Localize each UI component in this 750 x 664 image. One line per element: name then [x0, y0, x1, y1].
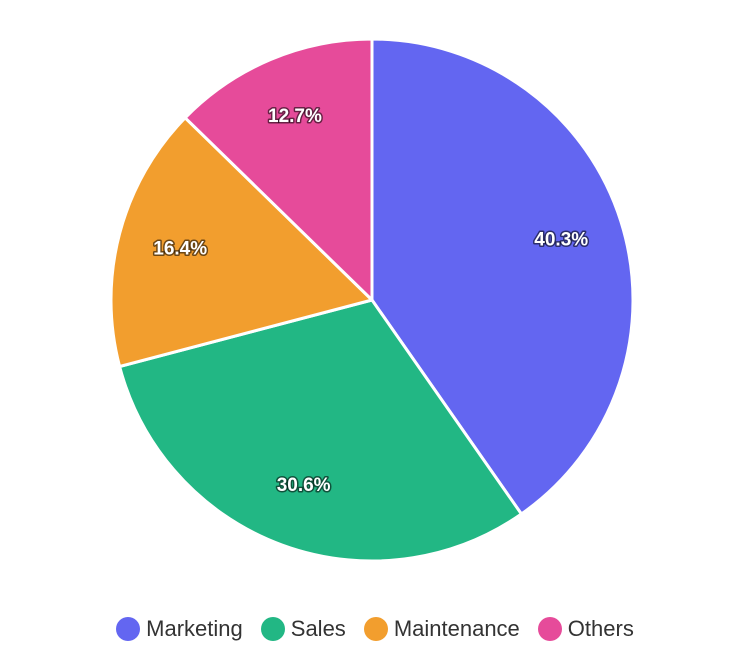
pie-chart: 40.3% 30.6% 16.4% 12.7%	[109, 37, 635, 563]
legend-swatch-sales	[260, 617, 285, 641]
pie-slices	[109, 37, 635, 563]
legend-swatch-maintenance	[363, 617, 388, 641]
legend-item-others[interactable]: Others	[537, 616, 634, 642]
legend-label-sales: Sales	[290, 616, 346, 641]
legend-item-sales[interactable]: Sales	[260, 616, 346, 642]
legend-swatch-others	[537, 617, 562, 641]
legend-label-maintenance: Maintenance	[393, 616, 520, 641]
chart-legend: Marketing Sales Maintenance Others	[0, 609, 750, 649]
legend-label-others: Others	[567, 616, 634, 641]
legend-label-marketing: Marketing	[146, 616, 243, 641]
pie-slice-marketing[interactable]	[370, 37, 635, 516]
pie-slice-others[interactable]	[183, 37, 374, 302]
pie-value-labels: 40.3% 30.6% 16.4% 12.7%	[152, 105, 590, 498]
pie-slice-sales[interactable]	[118, 298, 523, 563]
value-label-maintenance: 16.4%	[153, 238, 207, 259]
pie-slice-maintenance[interactable]	[109, 116, 374, 368]
value-label-marketing: 40.3%	[534, 229, 588, 250]
legend-swatch-marketing	[116, 617, 141, 641]
legend-item-marketing[interactable]: Marketing	[116, 616, 243, 642]
legend-item-maintenance[interactable]: Maintenance	[363, 616, 520, 642]
value-label-sales: 30.6%	[277, 475, 331, 496]
value-label-others: 12.7%	[268, 106, 322, 127]
